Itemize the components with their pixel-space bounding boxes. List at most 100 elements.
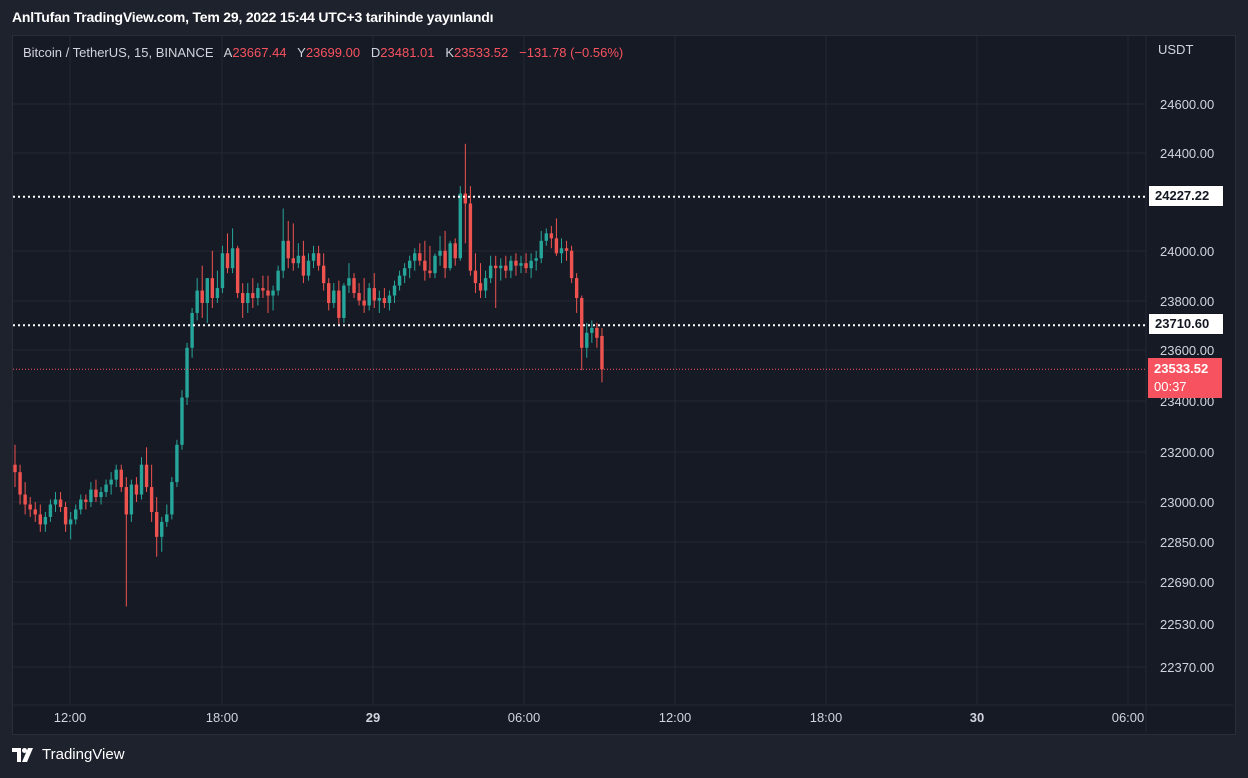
candle-body [89,489,93,502]
candle-body [190,312,194,348]
candle-body [241,293,245,303]
close-value: 23533.52 [454,45,509,60]
time-tick-label: 18:00 [810,710,843,725]
candle-body [311,253,316,261]
candle-body [463,193,468,204]
candle-body [165,514,169,522]
candle-body [230,248,235,269]
price-tick-label: 22850.00 [1160,535,1214,550]
candle-body [352,278,356,294]
candle-body [316,253,321,266]
candle-body [170,482,174,515]
candle-body [53,499,58,505]
footer: TradingView [12,746,125,763]
candle-body [347,278,351,286]
candle-body [382,298,387,303]
candle-body [392,285,397,296]
candle-body [301,255,306,276]
candle-body [43,516,48,525]
candle-body [266,290,270,296]
candle-body [185,347,189,398]
candle-body [13,464,17,473]
candle-body [407,260,412,269]
time-tick-label: 18:00 [206,710,239,725]
candle-body [256,288,260,299]
chart-frame[interactable] [12,35,1236,735]
candle-body [494,265,498,269]
price-tick-label: 22530.00 [1160,617,1214,632]
currency-label[interactable]: USDT [1158,42,1194,57]
candle-body [296,255,301,264]
candle-body [109,479,113,485]
candle-body [48,504,53,517]
candle-body [175,444,179,483]
candle-body [149,487,154,512]
candle-body [139,464,144,495]
candle-body [261,288,265,291]
candle-body [74,509,78,520]
candle-body [564,248,569,251]
last-price-value: 23533.52 [1154,361,1209,376]
candle-body [499,265,503,269]
candle-body [397,275,402,286]
price-tick-label: 23800.00 [1160,294,1214,309]
candle-body [574,278,579,299]
candle-body [291,258,295,264]
ohlc-legend: Bitcoin / TetherUS, 15, BINANCE A23667.4… [23,45,623,60]
price-tick-label: 23200.00 [1160,445,1214,460]
candle-body [281,240,285,271]
candle-body [225,253,230,269]
candle-body [544,233,548,241]
candle-body [68,519,73,525]
candle-body [585,332,589,348]
candle-body [428,270,432,274]
candle-body [402,268,407,276]
candle-body [423,260,427,271]
candle-body [327,283,331,303]
price-tick-label: 24000.00 [1160,244,1214,259]
candle-body [210,278,215,299]
close-key: K [445,45,455,60]
candle-body [129,484,134,515]
price-tick-label: 24400.00 [1160,146,1214,161]
candle-body [124,487,129,515]
candle-body [458,193,462,259]
candle-body [539,240,543,259]
symbol-label[interactable]: Bitcoin / TetherUS, 15, BINANCE [23,45,214,60]
price-tick-label: 22690.00 [1160,575,1214,590]
candle-body [534,258,538,261]
grid-lines [13,36,1233,733]
candle-body [514,260,518,266]
candle-body [509,260,513,271]
tradingview-logo-icon [12,747,33,762]
candle-body [357,293,361,301]
candle-body [94,489,98,498]
candle-body [215,288,220,299]
candle-body [529,260,533,269]
candle-body [321,265,326,284]
tradingview-brand[interactable]: TradingView [42,746,125,763]
candle-body [28,504,32,510]
candle-body [154,511,159,537]
open-key: A [223,45,233,60]
candle-body [468,203,473,271]
candle-body [418,253,422,261]
candle-body [58,499,63,507]
candle-body [590,327,594,333]
candle-body [306,260,311,276]
last-price-tag: 23533.52 00:37 [1148,358,1222,398]
candle-body [549,233,554,239]
chart-header-title: AnlTufan TradingView.com, Tem 29, 2022 1… [12,9,494,25]
candle-body [443,250,447,269]
candle-body [119,469,123,488]
candle-body [246,293,250,303]
candle-body [504,265,508,271]
candle-body [483,278,488,291]
candle-body [38,514,42,525]
candle-body [554,238,559,254]
time-tick-label: 29 [366,710,380,725]
candle-body [413,253,417,261]
candle-body [286,240,290,259]
candle-body [63,506,68,525]
